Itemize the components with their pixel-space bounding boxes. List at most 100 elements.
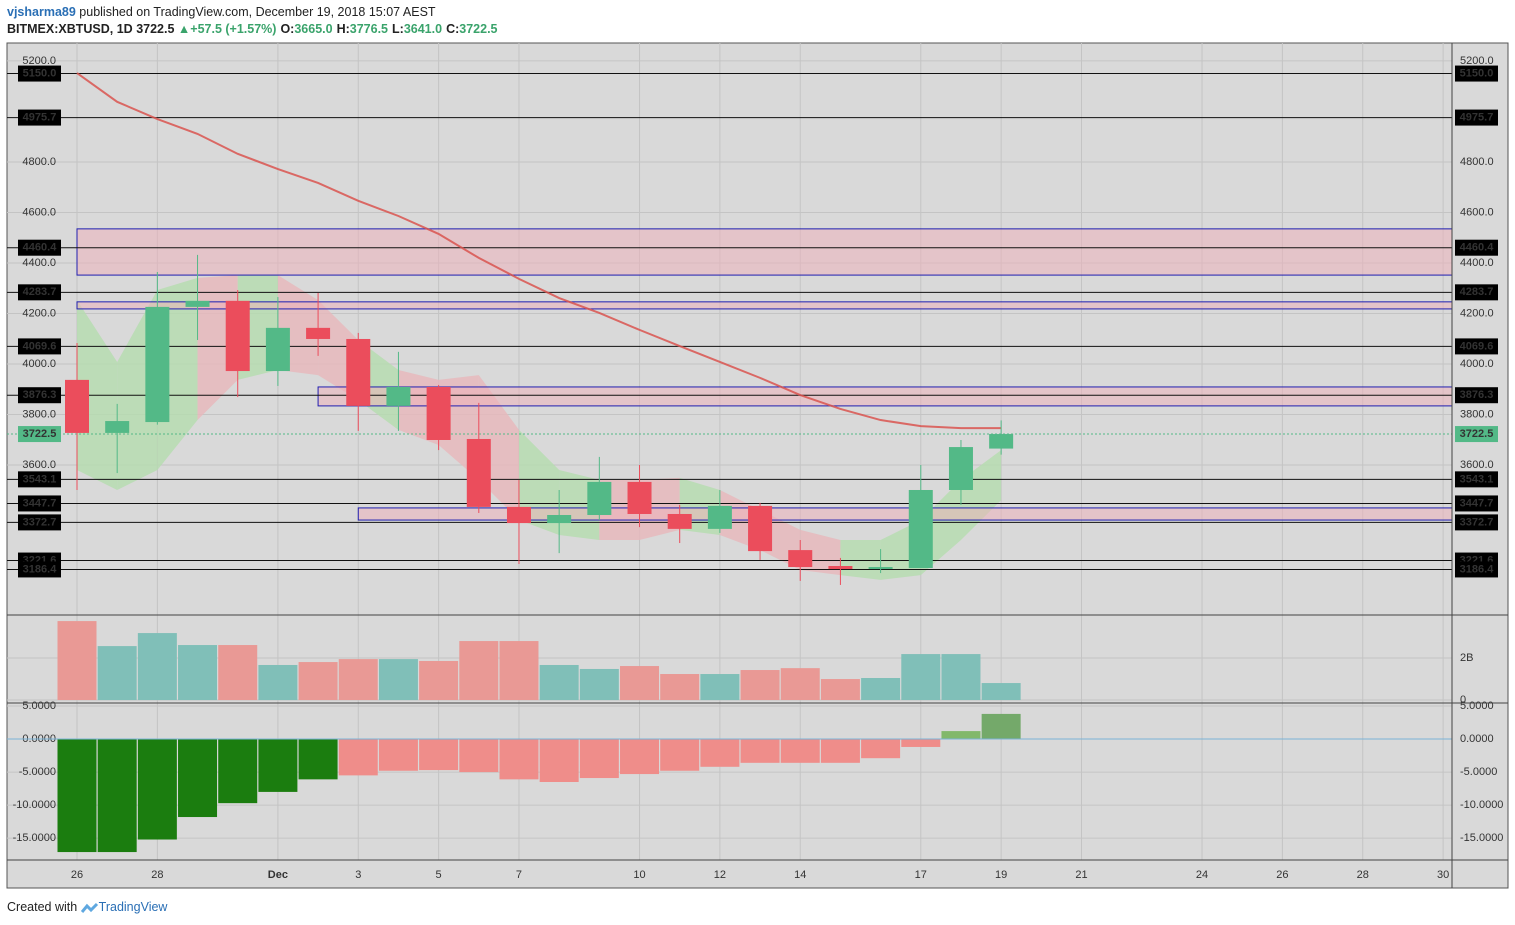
candle-body	[908, 489, 933, 569]
y-tick-label: 5.0000	[1460, 700, 1494, 712]
level-box	[18, 239, 61, 256]
volume-bar	[820, 679, 860, 701]
y-tick-label: 4600.0	[22, 206, 56, 218]
level-label: 4283.7	[23, 286, 57, 298]
candle-body	[627, 481, 652, 514]
y-tick-label: 4000.0	[1460, 358, 1494, 370]
oscillator-bar	[218, 739, 258, 804]
level-label: 4069.6	[1460, 340, 1494, 352]
level-label: 3543.1	[1460, 473, 1494, 485]
candle-body	[386, 386, 411, 406]
x-tick-label: 28	[151, 869, 163, 881]
level-label: 4975.7	[23, 111, 57, 123]
oscillator-bar	[620, 739, 660, 775]
y-tick-label: 4200.0	[22, 307, 56, 319]
level-label: 3447.7	[1460, 497, 1494, 509]
volume-bar	[97, 646, 137, 701]
oscillator-bar	[378, 739, 418, 771]
ohlc-value: 3641.0	[403, 22, 443, 36]
y-tick-label: -5.0000	[19, 766, 56, 778]
y-tick-label: 5.0000	[22, 700, 56, 712]
level-box	[18, 514, 61, 531]
y-tick-label: 4600.0	[1460, 206, 1494, 218]
brand[interactable]: TradingView	[98, 900, 168, 914]
level-box	[1455, 495, 1498, 512]
last-price: 3722.5	[136, 22, 175, 36]
x-tick-label: 26	[71, 869, 83, 881]
oscillator-bar	[459, 739, 499, 773]
level-box	[1455, 109, 1498, 126]
oscillator-bar	[660, 739, 700, 771]
volume-bar	[861, 678, 901, 701]
volume-bar	[700, 674, 740, 701]
candle-body	[185, 300, 210, 307]
current-price-label: 3722.5	[23, 428, 57, 440]
volume-bar	[338, 659, 378, 701]
y-tick-label: 4800.0	[1460, 156, 1494, 168]
published: published on TradingView.com, December 1…	[79, 5, 436, 19]
current-price-box	[18, 426, 61, 443]
level-label: 5150.0	[1460, 67, 1494, 79]
level-label: 3543.1	[23, 473, 57, 485]
level-label: 3186.4	[23, 563, 58, 575]
candle-body	[65, 379, 89, 433]
level-label: 4460.4	[23, 242, 58, 254]
level-box	[18, 561, 61, 578]
volume-bar	[499, 641, 539, 701]
arrow: ▲	[177, 22, 191, 36]
y-tick-label: 3800.0	[22, 408, 56, 420]
y-tick-label: 4400.0	[22, 257, 56, 269]
level-box	[1455, 239, 1498, 256]
oscillator-bar	[338, 739, 378, 776]
volume-bar	[780, 668, 820, 701]
volume-bar	[539, 664, 579, 701]
x-tick-label: Dec	[268, 869, 288, 881]
symbol: BITMEX:XBTUSD, 1D	[7, 22, 133, 36]
ohlc-label: O:	[280, 22, 295, 36]
ohlc: O:3665.0 H:3776.5 L:3641.0 C:3722.5	[276, 22, 497, 36]
candle-body	[868, 567, 893, 570]
x-tick-label: 21	[1075, 869, 1087, 881]
volume-bar	[298, 662, 338, 701]
oscillator-bar	[901, 739, 941, 747]
y-tick-label: 0.0000	[1460, 733, 1494, 745]
volume-bar	[740, 670, 780, 701]
oscillator-bar	[780, 739, 820, 763]
ohlc-value: 3665.0	[294, 22, 333, 36]
x-tick-label: 14	[794, 869, 806, 881]
volume-bar	[459, 641, 499, 701]
volume-bar	[218, 645, 258, 701]
candle-body	[989, 434, 1014, 449]
user[interactable]: vjsharma89	[7, 5, 76, 19]
oscillator-bar	[820, 739, 860, 763]
oscillator-bar	[298, 739, 338, 780]
level-box	[18, 65, 61, 82]
current-price-box	[1455, 426, 1498, 443]
x-tick-label: 7	[516, 869, 522, 881]
level-box	[18, 284, 61, 301]
level-box	[1455, 65, 1498, 82]
candle-body	[788, 550, 813, 568]
oscillator-bar	[258, 739, 298, 792]
volume-bar	[178, 645, 218, 701]
y-tick-label: 5200.0	[22, 55, 56, 67]
oscillator-bar	[137, 739, 177, 840]
volume-bar	[579, 668, 619, 701]
candle-body	[547, 514, 572, 524]
y-tick-label: 4200.0	[1460, 307, 1494, 319]
change: +57.5 (+1.57%)	[190, 22, 277, 36]
candle-body	[225, 300, 250, 372]
oscillator-bar	[97, 739, 137, 853]
x-tick-label: 28	[1357, 869, 1369, 881]
y-tick-label: 4400.0	[1460, 257, 1494, 269]
y-tick-label: 3600.0	[1460, 459, 1494, 471]
level-box	[18, 338, 61, 355]
volume-bar	[660, 674, 700, 701]
oscillator-bar	[700, 739, 740, 767]
level-box	[1455, 284, 1498, 301]
level-box	[1455, 514, 1498, 531]
oscillator-bar	[861, 739, 901, 759]
x-tick-label: 19	[995, 869, 1007, 881]
y-tick-label: -15.0000	[13, 832, 56, 844]
